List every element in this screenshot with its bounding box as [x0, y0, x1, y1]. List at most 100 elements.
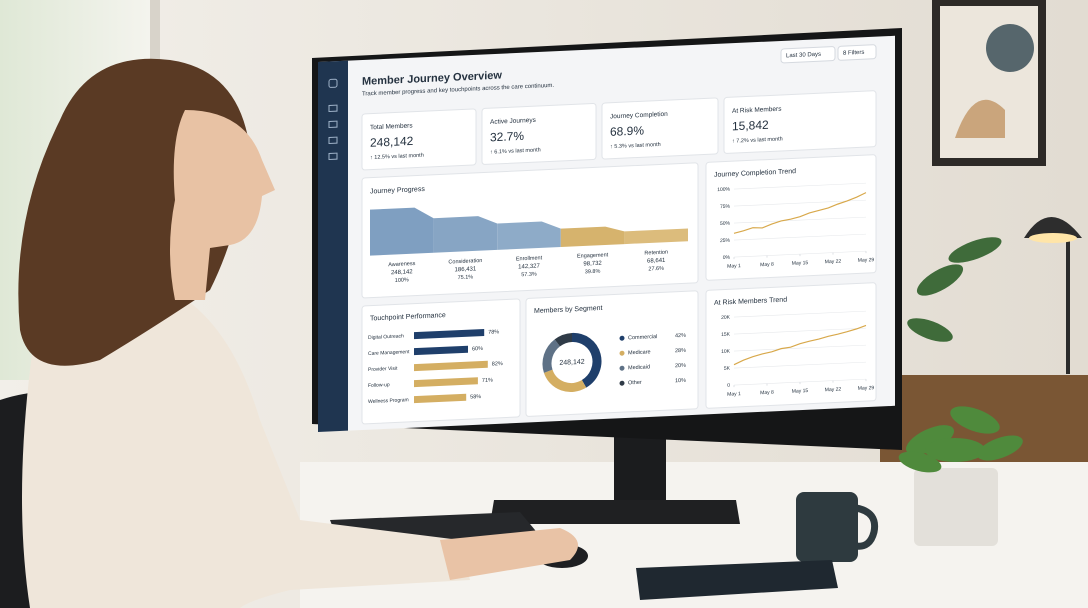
funnel-segment	[433, 216, 498, 253]
card	[705, 154, 877, 281]
mug	[796, 492, 858, 562]
shirt	[22, 282, 470, 608]
lamp-light	[1029, 233, 1077, 243]
card-title: At Risk Members Trend	[714, 297, 787, 307]
grid-line	[734, 216, 866, 224]
stage-count: 68,641	[647, 258, 666, 265]
x-tick-label: May 22	[825, 387, 842, 394]
card-title: Touchpoint Performance	[370, 312, 446, 322]
stage-name: Engagement	[577, 252, 609, 259]
stage-name: Retention	[644, 250, 668, 257]
kpi-change: ↑ 12.5% vs last month	[370, 153, 424, 161]
donut-segment	[571, 332, 602, 388]
kpi-label: Active Journeys	[490, 117, 537, 126]
kpi-label: At Risk Members	[732, 106, 782, 115]
grid-line	[734, 361, 866, 369]
kpi-label: Total Members	[370, 122, 413, 131]
filters-label[interactable]: 8 Filters	[843, 50, 864, 57]
stage-count: 186,431	[455, 266, 477, 273]
stage-percent: 100%	[395, 277, 409, 284]
legend-label: Medicare	[628, 349, 651, 356]
stage-percent: 27.6%	[648, 266, 664, 273]
stage-name: Awareness	[388, 261, 415, 268]
dashboard: Member Journey Overview Track member pro…	[318, 35, 895, 432]
sidebar	[318, 60, 348, 432]
stage-count: 98,732	[583, 261, 602, 268]
trend-line	[733, 324, 867, 366]
touchpoint-name: Provider Visit	[368, 366, 398, 373]
touchpoint-bar	[414, 360, 488, 372]
x-tick-label: May 8	[760, 390, 774, 397]
wall-art-shape	[955, 99, 1005, 138]
plant-pot	[914, 468, 998, 546]
touchpoint-value: 82%	[492, 361, 503, 368]
x-tick-label: May 29	[858, 257, 875, 264]
x-tick-label: May 1	[727, 263, 741, 270]
legend-label: Other	[628, 380, 642, 387]
donut-segment	[542, 339, 561, 373]
touchpoint-value: 78%	[488, 329, 499, 336]
kpi-value: 15,842	[732, 118, 769, 134]
stage-count: 142,327	[518, 263, 540, 270]
y-tick-label: 0%	[723, 255, 731, 261]
kpi-value: 248,142	[370, 134, 414, 150]
grid-line	[734, 327, 866, 335]
kpi-value: 32.7%	[490, 129, 524, 145]
funnel-segment	[624, 228, 688, 245]
touchpoint-name: Follow-up	[368, 382, 390, 389]
y-tick-label: 0	[727, 383, 730, 389]
kpi-change: ↑ 5.3% vs last month	[610, 142, 661, 150]
donut-segment	[554, 332, 573, 347]
stage-count: 248,142	[391, 269, 413, 276]
x-tick-label: May 15	[792, 388, 809, 395]
card	[723, 90, 877, 154]
y-tick-label: 15K	[721, 332, 731, 338]
funnel-segment	[370, 207, 434, 256]
card-title: Members by Segment	[534, 305, 602, 315]
touchpoint-bar	[414, 393, 467, 404]
stage-percent: 39.8%	[585, 269, 601, 276]
legend-value: 10%	[675, 378, 686, 385]
grid-line	[734, 233, 866, 241]
trend-line	[733, 192, 867, 234]
stage-percent: 75.1%	[458, 274, 474, 281]
legend-swatch	[619, 350, 625, 356]
plant-leaves	[898, 406, 1023, 473]
y-tick-label: 20K	[721, 315, 731, 321]
date-filter-label[interactable]: Last 30 Days	[786, 52, 821, 60]
card	[705, 282, 877, 409]
date-filter[interactable]	[780, 46, 836, 64]
filters-button[interactable]	[837, 44, 877, 61]
sidebar-icons	[328, 78, 338, 161]
stage-name: Consideration	[448, 258, 482, 266]
notebook	[636, 560, 838, 600]
x-tick-label: May 1	[727, 391, 741, 398]
y-tick-label: 100%	[717, 187, 730, 194]
wall-art-shape	[986, 24, 1034, 72]
card-title: Journey Progress	[370, 186, 425, 196]
y-tick-label: 25%	[720, 238, 731, 244]
grid-line	[734, 182, 866, 190]
monitor-base	[490, 500, 740, 524]
legend-label: Commercial	[628, 334, 657, 341]
card	[481, 103, 597, 165]
kpi-value: 68.9%	[610, 123, 644, 139]
stage-name: Enrollment	[516, 255, 543, 262]
x-tick-label: May 22	[825, 259, 842, 266]
legend-value: 42%	[675, 333, 686, 340]
plant-leaves-back	[907, 237, 1002, 342]
touchpoint-bar	[414, 345, 468, 356]
legend-value: 20%	[675, 363, 686, 370]
hand	[440, 528, 578, 580]
kpi-label: Journey Completion	[610, 111, 668, 121]
y-tick-label: 10K	[721, 349, 731, 355]
card-title: Journey Completion Trend	[714, 168, 796, 179]
y-tick-label: 5K	[724, 366, 731, 372]
funnel-segment	[497, 221, 561, 250]
touchpoint-name: Care Management	[368, 349, 410, 357]
kpi-change: ↑ 7.2% vs last month	[732, 136, 783, 144]
donut-center-label: 248,142	[559, 359, 584, 367]
donut-segment	[543, 369, 587, 392]
grid-line	[734, 344, 866, 352]
x-tick-label: May 8	[760, 262, 774, 269]
